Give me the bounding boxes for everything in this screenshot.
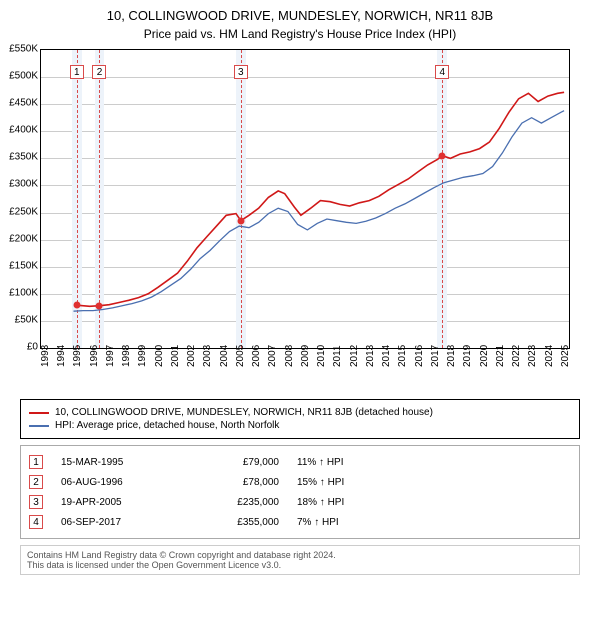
chart-title: 10, COLLINGWOOD DRIVE, MUNDESLEY, NORWIC… <box>0 0 600 23</box>
sales-row-price: £78,000 <box>199 477 279 488</box>
y-tick-label: £150K <box>0 260 38 271</box>
series-line <box>77 92 564 306</box>
sales-row: 1 15-MAR-1995 £79,000 11% ↑ HPI <box>29 452 571 472</box>
legend-item: 10, COLLINGWOOD DRIVE, MUNDESLEY, NORWIC… <box>29 406 571 419</box>
sale-marker-3: 3 <box>234 65 248 79</box>
sales-row-marker: 1 <box>29 455 43 469</box>
legend-label: HPI: Average price, detached house, Nort… <box>55 420 279 431</box>
sales-row-diff: 18% ↑ HPI <box>297 497 397 508</box>
footer-line-1: Contains HM Land Registry data © Crown c… <box>27 550 573 560</box>
sales-row-date: 19-APR-2005 <box>61 497 181 508</box>
sales-row-date: 06-AUG-1996 <box>61 477 181 488</box>
sale-marker-4: 4 <box>435 65 449 79</box>
legend-label: 10, COLLINGWOOD DRIVE, MUNDESLEY, NORWIC… <box>55 407 433 418</box>
x-tick-label: 2025 <box>560 345 594 367</box>
y-tick-label: £200K <box>0 233 38 244</box>
sale-point <box>73 302 80 309</box>
y-tick-label: £450K <box>0 98 38 109</box>
sales-row-price: £79,000 <box>199 457 279 468</box>
sales-row-diff: 7% ↑ HPI <box>297 517 397 528</box>
y-tick-label: £100K <box>0 287 38 298</box>
sale-marker-1: 1 <box>70 65 84 79</box>
sales-row-price: £235,000 <box>199 497 279 508</box>
legend-swatch <box>29 412 49 414</box>
y-tick-label: £550K <box>0 44 38 55</box>
sales-row-diff: 11% ↑ HPI <box>297 457 397 468</box>
y-tick-label: £300K <box>0 179 38 190</box>
sale-point <box>439 152 446 159</box>
chart-area: 1234 £0£50K£100K£150K£200K£250K£300K£350… <box>35 49 595 389</box>
sales-table: 1 15-MAR-1995 £79,000 11% ↑ HPI 2 06-AUG-1996… <box>20 445 580 539</box>
sales-row: 4 06-SEP-2017 £355,000 7% ↑ HPI <box>29 512 571 532</box>
sales-row: 2 06-AUG-1996 £78,000 15% ↑ HPI <box>29 472 571 492</box>
legend: 10, COLLINGWOOD DRIVE, MUNDESLEY, NORWIC… <box>20 399 580 439</box>
sale-point <box>237 217 244 224</box>
y-tick-label: £50K <box>0 314 38 325</box>
sales-row-diff: 15% ↑ HPI <box>297 477 397 488</box>
y-tick-label: £500K <box>0 71 38 82</box>
footer-line-2: This data is licensed under the Open Gov… <box>27 560 573 570</box>
sales-row: 3 19-APR-2005 £235,000 18% ↑ HPI <box>29 492 571 512</box>
chart-container: 10, COLLINGWOOD DRIVE, MUNDESLEY, NORWIC… <box>0 0 600 575</box>
sales-row-marker: 2 <box>29 475 43 489</box>
sales-row-price: £355,000 <box>199 517 279 528</box>
y-tick-label: £250K <box>0 206 38 217</box>
series-layer <box>41 50 569 348</box>
sales-row-marker: 3 <box>29 495 43 509</box>
sales-row-marker: 4 <box>29 515 43 529</box>
sale-point <box>96 302 103 309</box>
y-tick-label: £400K <box>0 125 38 136</box>
sale-marker-2: 2 <box>92 65 106 79</box>
chart-subtitle: Price paid vs. HM Land Registry's House … <box>0 23 600 49</box>
legend-item: HPI: Average price, detached house, Nort… <box>29 419 571 432</box>
y-tick-label: £350K <box>0 152 38 163</box>
footer-attribution: Contains HM Land Registry data © Crown c… <box>20 545 580 575</box>
plot-region: 12 3 4 <box>40 49 570 349</box>
y-tick-label: £0 <box>0 342 38 353</box>
sales-row-date: 15-MAR-1995 <box>61 457 181 468</box>
legend-swatch <box>29 425 49 427</box>
sales-row-date: 06-SEP-2017 <box>61 517 181 528</box>
